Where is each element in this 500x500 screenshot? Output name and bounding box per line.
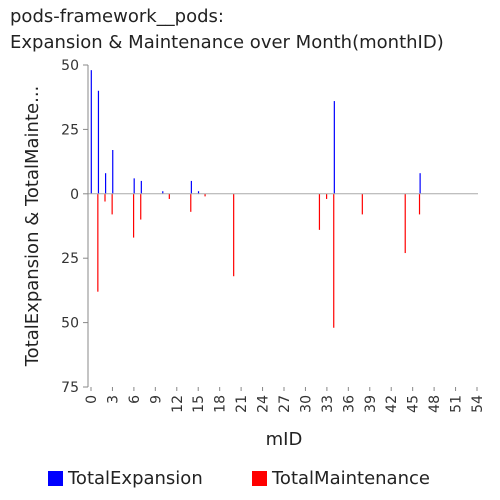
x-tick-label: 24 [256, 395, 272, 413]
legend: TotalExpansion TotalMaintenance [0, 466, 500, 490]
legend-label-maintenance: TotalMaintenance [272, 467, 430, 489]
x-tick-label: 12 [170, 395, 186, 413]
x-tick-label: 42 [384, 395, 400, 413]
x-tick-label: 18 [213, 395, 229, 413]
x-tick-label: 27 [277, 395, 293, 413]
x-tick-label: 9 [148, 395, 164, 404]
x-tick-label: 39 [363, 395, 379, 413]
y-tick-label: 50 [61, 58, 79, 74]
y-axis-title: TotalExpansion & TotalMainte... [22, 86, 43, 368]
x-tick-label: 36 [341, 395, 357, 413]
x-tick-label: 30 [298, 395, 314, 413]
legend-label-expansion: TotalExpansion [68, 467, 203, 489]
y-tick-label: 0 [70, 187, 79, 203]
x-tick-label: 45 [406, 395, 422, 413]
x-tick-label: 51 [449, 395, 465, 413]
legend-item-maintenance[interactable]: TotalMaintenance [252, 466, 430, 490]
legend-item-expansion[interactable]: TotalExpansion [48, 466, 203, 490]
y-tick-label: 50 [61, 316, 79, 332]
chart-bars [90, 70, 421, 328]
legend-swatch-expansion [48, 470, 63, 486]
chart-title-line-1: pods-framework__pods: [10, 6, 224, 27]
y-tick-label: 25 [61, 122, 79, 138]
x-axis-title: mID [266, 429, 303, 450]
chart-title-line-2: Expansion & Maintenance over Month(month… [10, 32, 444, 53]
x-tick-label: 3 [105, 395, 121, 404]
legend-swatch-maintenance [252, 470, 267, 486]
x-tick-label: 21 [234, 395, 250, 413]
x-tick-label: 33 [320, 395, 336, 413]
x-tick-label: 6 [127, 395, 143, 404]
x-tick-label: 48 [427, 395, 443, 413]
x-tick-label: 15 [191, 395, 207, 413]
x-tick-label: 54 [470, 395, 486, 413]
y-tick-label: 25 [61, 251, 79, 267]
x-axis-ticks: 0 3 6 9 12 15 18 21 24 27 30 33 36 39 42 45 48 51 54 [84, 387, 486, 413]
y-tick-label: 75 [61, 380, 79, 396]
y-axis-ticks: 50 25 0 25 50 75 [61, 58, 88, 396]
x-tick-label: 0 [84, 395, 100, 404]
